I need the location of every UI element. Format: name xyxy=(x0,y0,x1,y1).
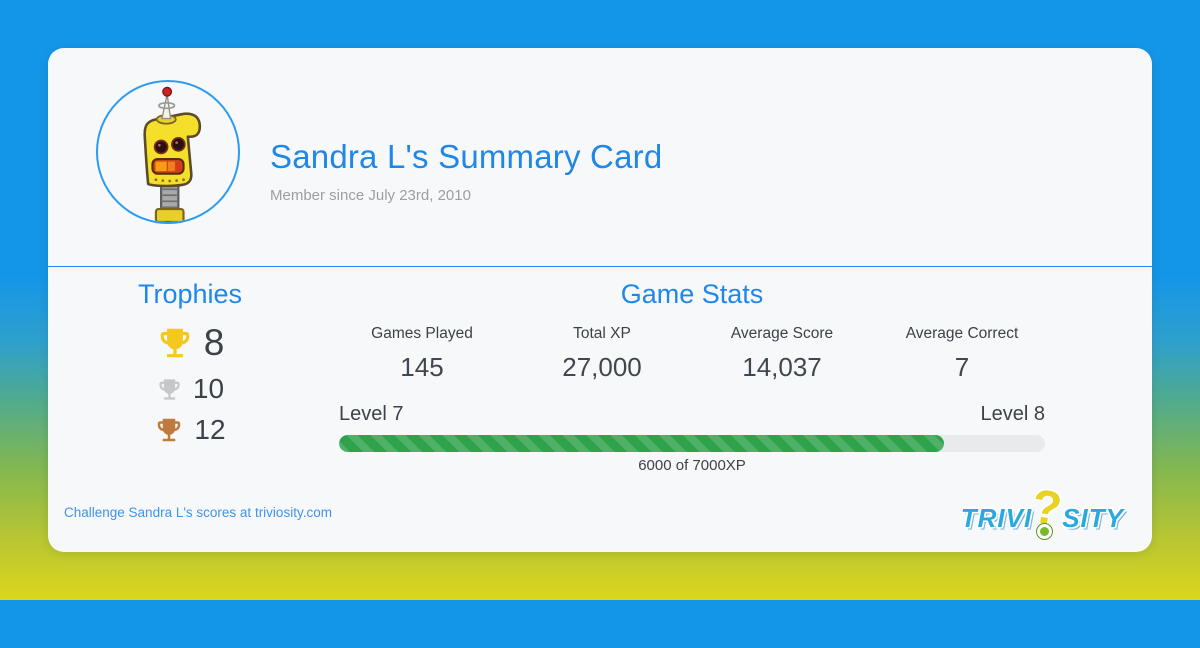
stat-label: Average Correct xyxy=(905,325,1019,342)
current-level-label: Level 7 xyxy=(339,403,404,425)
level-row: Level 7 Level 8 xyxy=(339,403,1045,426)
trophies-section: Trophies 8 10 xyxy=(48,279,332,474)
header-divider xyxy=(48,266,1152,267)
trophy-row-bronze: 12 xyxy=(48,414,332,446)
triviosity-logo: TRIVI ? SITY xyxy=(960,480,1136,540)
stat-average-score: Average Score 14,037 xyxy=(692,325,872,383)
logo-text-left: TRIVI xyxy=(960,503,1033,533)
silver-trophy-icon xyxy=(159,378,180,400)
game-stats-heading: Game Stats xyxy=(620,279,764,309)
header-text: Sandra L's Summary Card Member since Jul… xyxy=(270,138,662,204)
member-since-text: Member since July 23rd, 2010 xyxy=(270,187,471,204)
xp-progress-fill xyxy=(339,435,945,452)
trophies-heading: Trophies xyxy=(137,279,243,309)
logo-question-mark: ? xyxy=(1029,480,1065,540)
stat-value: 7 xyxy=(954,352,970,382)
stat-value: 27,000 xyxy=(562,352,642,382)
stat-average-correct: Average Correct 7 xyxy=(872,325,1052,383)
stats-grid: Games Played 145 Total XP 27,000 Average… xyxy=(332,325,1052,383)
logo-green-dot-icon xyxy=(1037,524,1053,539)
gold-trophy-count: 8 xyxy=(203,322,225,363)
card-footer: Challenge Sandra L's scores at triviosit… xyxy=(64,480,1136,540)
stat-value: 14,037 xyxy=(742,352,822,382)
stat-total-xp: Total XP 27,000 xyxy=(512,325,692,383)
stat-label: Games Played xyxy=(371,325,473,342)
robot-avatar-image xyxy=(143,86,202,222)
trophy-list: 8 10 12 xyxy=(48,322,332,446)
challenge-link[interactable]: Challenge Sandra L's scores at triviosit… xyxy=(64,504,332,520)
page-title: Sandra L's Summary Card xyxy=(270,138,663,175)
trophy-row-silver: 10 xyxy=(48,373,332,405)
xp-progress-text: 6000 of 7000XP xyxy=(638,457,746,474)
gold-trophy-icon xyxy=(160,328,189,358)
stat-label: Average Score xyxy=(730,325,834,342)
logo-text-right: SITY xyxy=(1062,503,1124,533)
trophy-row-gold: 8 xyxy=(48,322,332,364)
bronze-trophy-count: 12 xyxy=(194,414,226,445)
avatar xyxy=(96,80,240,224)
card-main: Trophies 8 10 xyxy=(48,267,1152,474)
stat-value: 145 xyxy=(400,352,444,382)
stat-games-played: Games Played 145 xyxy=(332,325,512,383)
summary-card: Sandra L's Summary Card Member since Jul… xyxy=(48,48,1152,552)
stat-label: Total XP xyxy=(573,325,631,342)
bronze-trophy-icon xyxy=(158,418,181,442)
silver-trophy-count: 10 xyxy=(192,373,225,404)
next-level-label: Level 8 xyxy=(980,403,1046,425)
card-header: Sandra L's Summary Card Member since Jul… xyxy=(48,48,1152,266)
game-stats-section: Game Stats Games Played 145 Total XP 27,… xyxy=(332,279,1052,474)
xp-progress-bar xyxy=(339,435,1045,452)
